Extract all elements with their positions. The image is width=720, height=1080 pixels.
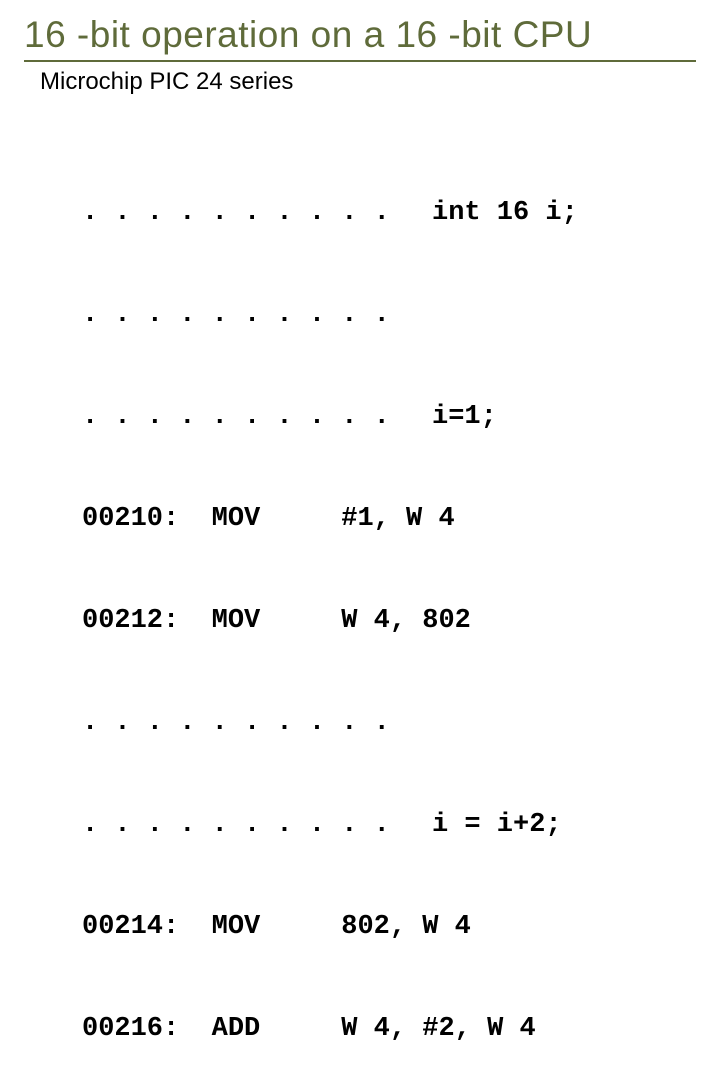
code-row: . . . . . . . . . .	[82, 298, 696, 332]
code-listing: . . . . . . . . . . int 16 i; . . . . . …	[82, 128, 696, 1080]
code-right	[432, 1012, 696, 1046]
code-left: 00214: MOV 802, W 4	[82, 910, 432, 944]
code-row: 00214: MOV 802, W 4	[82, 910, 696, 944]
code-left: 00216: ADD W 4, #2, W 4	[82, 1012, 432, 1046]
code-left: . . . . . . . . . .	[82, 298, 432, 332]
code-right	[432, 706, 696, 740]
code-left: . . . . . . . . . .	[82, 400, 432, 434]
code-row: . . . . . . . . . . int 16 i;	[82, 196, 696, 230]
code-right	[432, 502, 696, 536]
code-left: . . . . . . . . . .	[82, 706, 432, 740]
code-left: 00210: MOV #1, W 4	[82, 502, 432, 536]
code-right	[432, 298, 696, 332]
code-left: 00212: MOV W 4, 802	[82, 604, 432, 638]
code-row: 00210: MOV #1, W 4	[82, 502, 696, 536]
slide-title: 16 -bit operation on a 16 -bit CPU	[24, 14, 696, 62]
code-right: i=1;	[432, 400, 696, 434]
code-row: . . . . . . . . . .	[82, 706, 696, 740]
code-right: i = i+2;	[432, 808, 696, 842]
code-row: . . . . . . . . . . i=1;	[82, 400, 696, 434]
code-right	[432, 604, 696, 638]
code-right: int 16 i;	[432, 196, 696, 230]
code-row: 00216: ADD W 4, #2, W 4	[82, 1012, 696, 1046]
slide-container: 16 -bit operation on a 16 -bit CPU Micro…	[0, 0, 720, 540]
code-left: . . . . . . . . . .	[82, 196, 432, 230]
code-row: . . . . . . . . . . i = i+2;	[82, 808, 696, 842]
code-left: . . . . . . . . . .	[82, 808, 432, 842]
code-row: 00212: MOV W 4, 802	[82, 604, 696, 638]
code-right	[432, 910, 696, 944]
slide-subtitle: Microchip PIC 24 series	[40, 68, 696, 96]
